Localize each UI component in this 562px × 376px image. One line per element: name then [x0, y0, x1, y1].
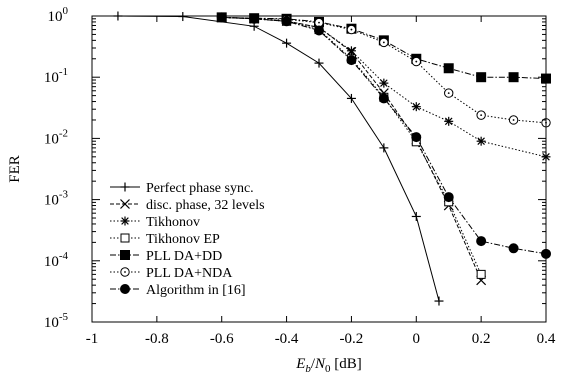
x-tick-label: -0.8	[145, 331, 169, 347]
x-label-e: E	[295, 356, 305, 372]
series-5	[217, 12, 551, 128]
legend-marker	[120, 250, 130, 260]
data-point	[411, 132, 422, 143]
y-tick-label: 10-1	[44, 66, 68, 86]
data-point	[346, 55, 357, 66]
legend-label: Algorithm in [16]	[146, 283, 246, 298]
y-tick-label: 100	[48, 5, 69, 25]
y-tick-label: 10-2	[44, 127, 68, 147]
data-point	[379, 37, 389, 48]
y-tick-label: 10-4	[44, 250, 69, 270]
data-point	[508, 243, 519, 254]
data-point	[314, 25, 324, 36]
data-point	[379, 78, 389, 88]
data-point	[476, 72, 487, 83]
plot-area	[113, 11, 551, 306]
legend-label: Perfect phase sync.	[146, 181, 254, 196]
data-point	[314, 17, 324, 28]
series-4	[216, 12, 551, 84]
series-6	[216, 12, 551, 259]
legend: Perfect phase sync. disc. phase, 32 level…	[110, 181, 265, 298]
legend-entry: disc. phase, 32 levels	[110, 198, 265, 213]
x-axis-label: Eb/N0 [dB]	[295, 356, 362, 375]
y-tick-label: 10-5	[44, 311, 69, 331]
plot-frame	[91, 15, 547, 323]
data-point	[178, 12, 188, 22]
legend-entry: Perfect phase sync.	[110, 181, 254, 196]
x-tick-label: -0.4	[275, 331, 299, 347]
legend-label: PLL DA+NDA	[146, 266, 233, 281]
x-tick-label: 0	[413, 331, 421, 347]
legend-entry: PLL DA+NDA	[110, 266, 233, 281]
data-point	[434, 296, 444, 306]
x-tick-label: -0.2	[340, 331, 364, 347]
data-point	[378, 93, 389, 104]
data-point	[249, 13, 260, 24]
x-tick-label: 0.2	[472, 331, 491, 347]
data-point	[508, 72, 519, 83]
x-label-b: b	[305, 363, 311, 375]
data-point	[379, 143, 389, 153]
legend-label: PLL DA+DD	[146, 249, 222, 264]
data-point	[314, 58, 324, 68]
series-line	[221, 16, 547, 255]
y-tick-label: 10-3	[44, 189, 69, 209]
legend-entry: Algorithm in [16]	[110, 283, 246, 298]
data-point	[444, 116, 454, 126]
x-label-unit: [dB]	[331, 356, 362, 372]
series-2	[217, 12, 551, 162]
x-tick-label: -1	[86, 331, 99, 347]
legend-marker	[120, 267, 130, 277]
legend-marker	[120, 284, 130, 294]
data-point	[508, 115, 519, 125]
series-line	[221, 16, 547, 124]
data-point	[476, 236, 487, 247]
x-label-n: N	[314, 356, 326, 372]
data-point	[443, 63, 454, 74]
x-tick-label: 0.4	[537, 331, 556, 347]
legend-marker	[120, 182, 130, 192]
legend-marker	[120, 199, 130, 209]
y-axis-label: FER	[7, 155, 23, 183]
data-point	[444, 88, 454, 98]
data-point	[346, 24, 357, 35]
legend-marker	[120, 216, 130, 226]
legend-label: disc. phase, 32 levels	[146, 198, 265, 213]
data-point	[443, 192, 454, 203]
data-point	[411, 102, 421, 112]
data-point	[476, 110, 486, 120]
x-tick-label: -0.6	[210, 331, 234, 347]
series-0	[113, 11, 444, 306]
x-label-zero: 0	[325, 363, 331, 375]
data-point	[476, 136, 486, 146]
axis-ticks: -1 -0.8 -0.6 -0.4 -0.2 0 0.2 0.4 100 10-1 10-2 10-3…	[44, 5, 556, 347]
data-point	[411, 211, 421, 221]
data-point	[282, 38, 292, 48]
legend-entry: Tikhonov EP	[110, 232, 220, 247]
legend-entry: Tikhonov	[110, 215, 200, 230]
data-point	[411, 56, 421, 67]
legend-label: Tikhonov EP	[146, 232, 220, 247]
x-label-slash: /	[311, 356, 316, 372]
legend-entry: PLL DA+DD	[110, 249, 222, 264]
data-point	[476, 269, 486, 279]
legend-label: Tikhonov	[146, 215, 200, 230]
series-line	[221, 16, 547, 80]
data-point	[346, 46, 356, 56]
data-point	[346, 93, 356, 103]
legend-marker	[120, 233, 130, 243]
